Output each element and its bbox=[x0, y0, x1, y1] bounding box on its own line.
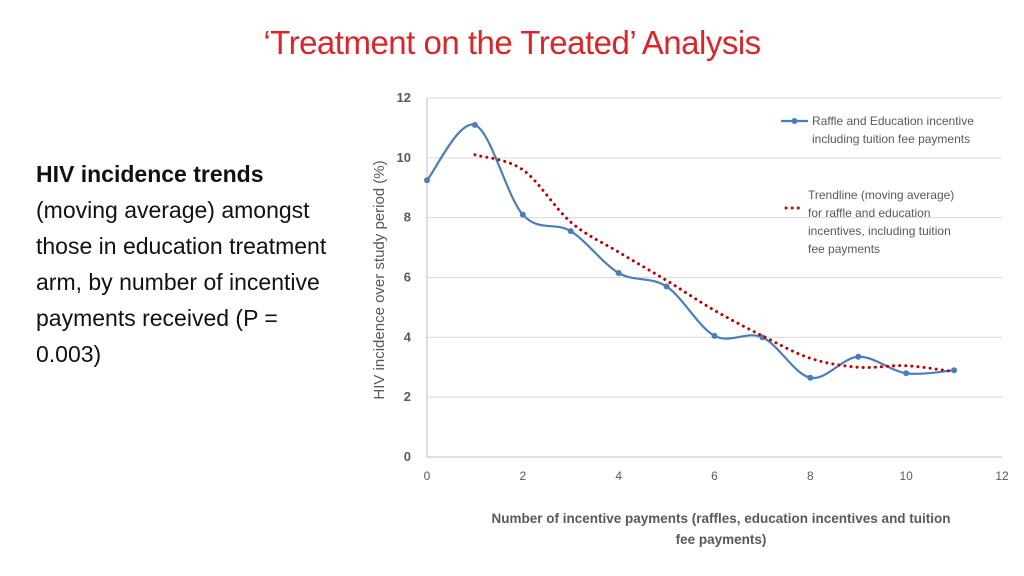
x-axis-label-line-2: fee payments) bbox=[676, 532, 767, 547]
y-tick-2: 2 bbox=[404, 389, 411, 404]
legend-label-incentive-line-1: Raffle and Education incentive bbox=[812, 114, 974, 128]
chart-description: HIV incidence trends (moving average) am… bbox=[36, 156, 336, 372]
data-point-11 bbox=[951, 367, 958, 374]
legend-label-incentive-line-2: including tuition fee payments bbox=[812, 132, 970, 146]
data-point-5 bbox=[663, 283, 670, 290]
data-point-1 bbox=[471, 121, 478, 128]
x-tick-labels: 0 2 4 6 8 10 12 bbox=[424, 469, 1009, 483]
x-axis-label-line-1: Number of incentive payments (raffles, e… bbox=[491, 511, 950, 526]
data-point-6 bbox=[711, 332, 718, 339]
x-tick-8: 8 bbox=[807, 469, 814, 483]
x-tick-2: 2 bbox=[519, 469, 526, 483]
slide-title: ‘Treatment on the Treated’ Analysis bbox=[263, 24, 761, 61]
description-text: (moving average) amongst those in educat… bbox=[36, 197, 327, 367]
series-layer bbox=[424, 121, 958, 381]
legend-label-trendline-line-4: fee payments bbox=[808, 242, 880, 256]
x-tick-10: 10 bbox=[899, 469, 913, 483]
x-tick-0: 0 bbox=[424, 469, 431, 483]
data-point-2 bbox=[519, 211, 526, 218]
y-axis-label: HIV incidence over study period (%) bbox=[371, 160, 388, 399]
legend-marker-incentive bbox=[791, 118, 798, 124]
data-point-0 bbox=[424, 177, 430, 184]
data-point-3 bbox=[567, 228, 574, 235]
x-tick-12: 12 bbox=[995, 469, 1009, 483]
x-tick-4: 4 bbox=[615, 469, 622, 483]
data-point-7 bbox=[759, 334, 766, 341]
data-point-10 bbox=[903, 370, 910, 377]
x-tick-6: 6 bbox=[711, 469, 718, 483]
y-tick-6: 6 bbox=[404, 270, 411, 285]
data-point-8 bbox=[807, 374, 814, 381]
y-tick-0: 0 bbox=[404, 449, 411, 464]
data-point-4 bbox=[615, 270, 622, 277]
legend-label-trendline-line-2: for raffle and education bbox=[808, 206, 931, 220]
y-tick-8: 8 bbox=[404, 210, 411, 225]
description-bold: HIV incidence trends bbox=[36, 161, 264, 187]
legend-label-trendline-line-3: incentives, including tuition bbox=[808, 224, 951, 238]
legend: Raffle and Education incentive including … bbox=[781, 114, 974, 256]
data-point-9 bbox=[855, 353, 862, 360]
y-tick-12: 12 bbox=[397, 90, 411, 105]
y-tick-4: 4 bbox=[404, 329, 412, 344]
trendline-moving-average bbox=[473, 153, 956, 374]
legend-label-trendline-line-1: Trendline (moving average) bbox=[808, 188, 954, 202]
axes bbox=[426, 98, 1002, 458]
y-tick-10: 10 bbox=[397, 150, 411, 165]
y-tick-labels: 0 2 4 6 8 10 12 bbox=[397, 90, 412, 464]
